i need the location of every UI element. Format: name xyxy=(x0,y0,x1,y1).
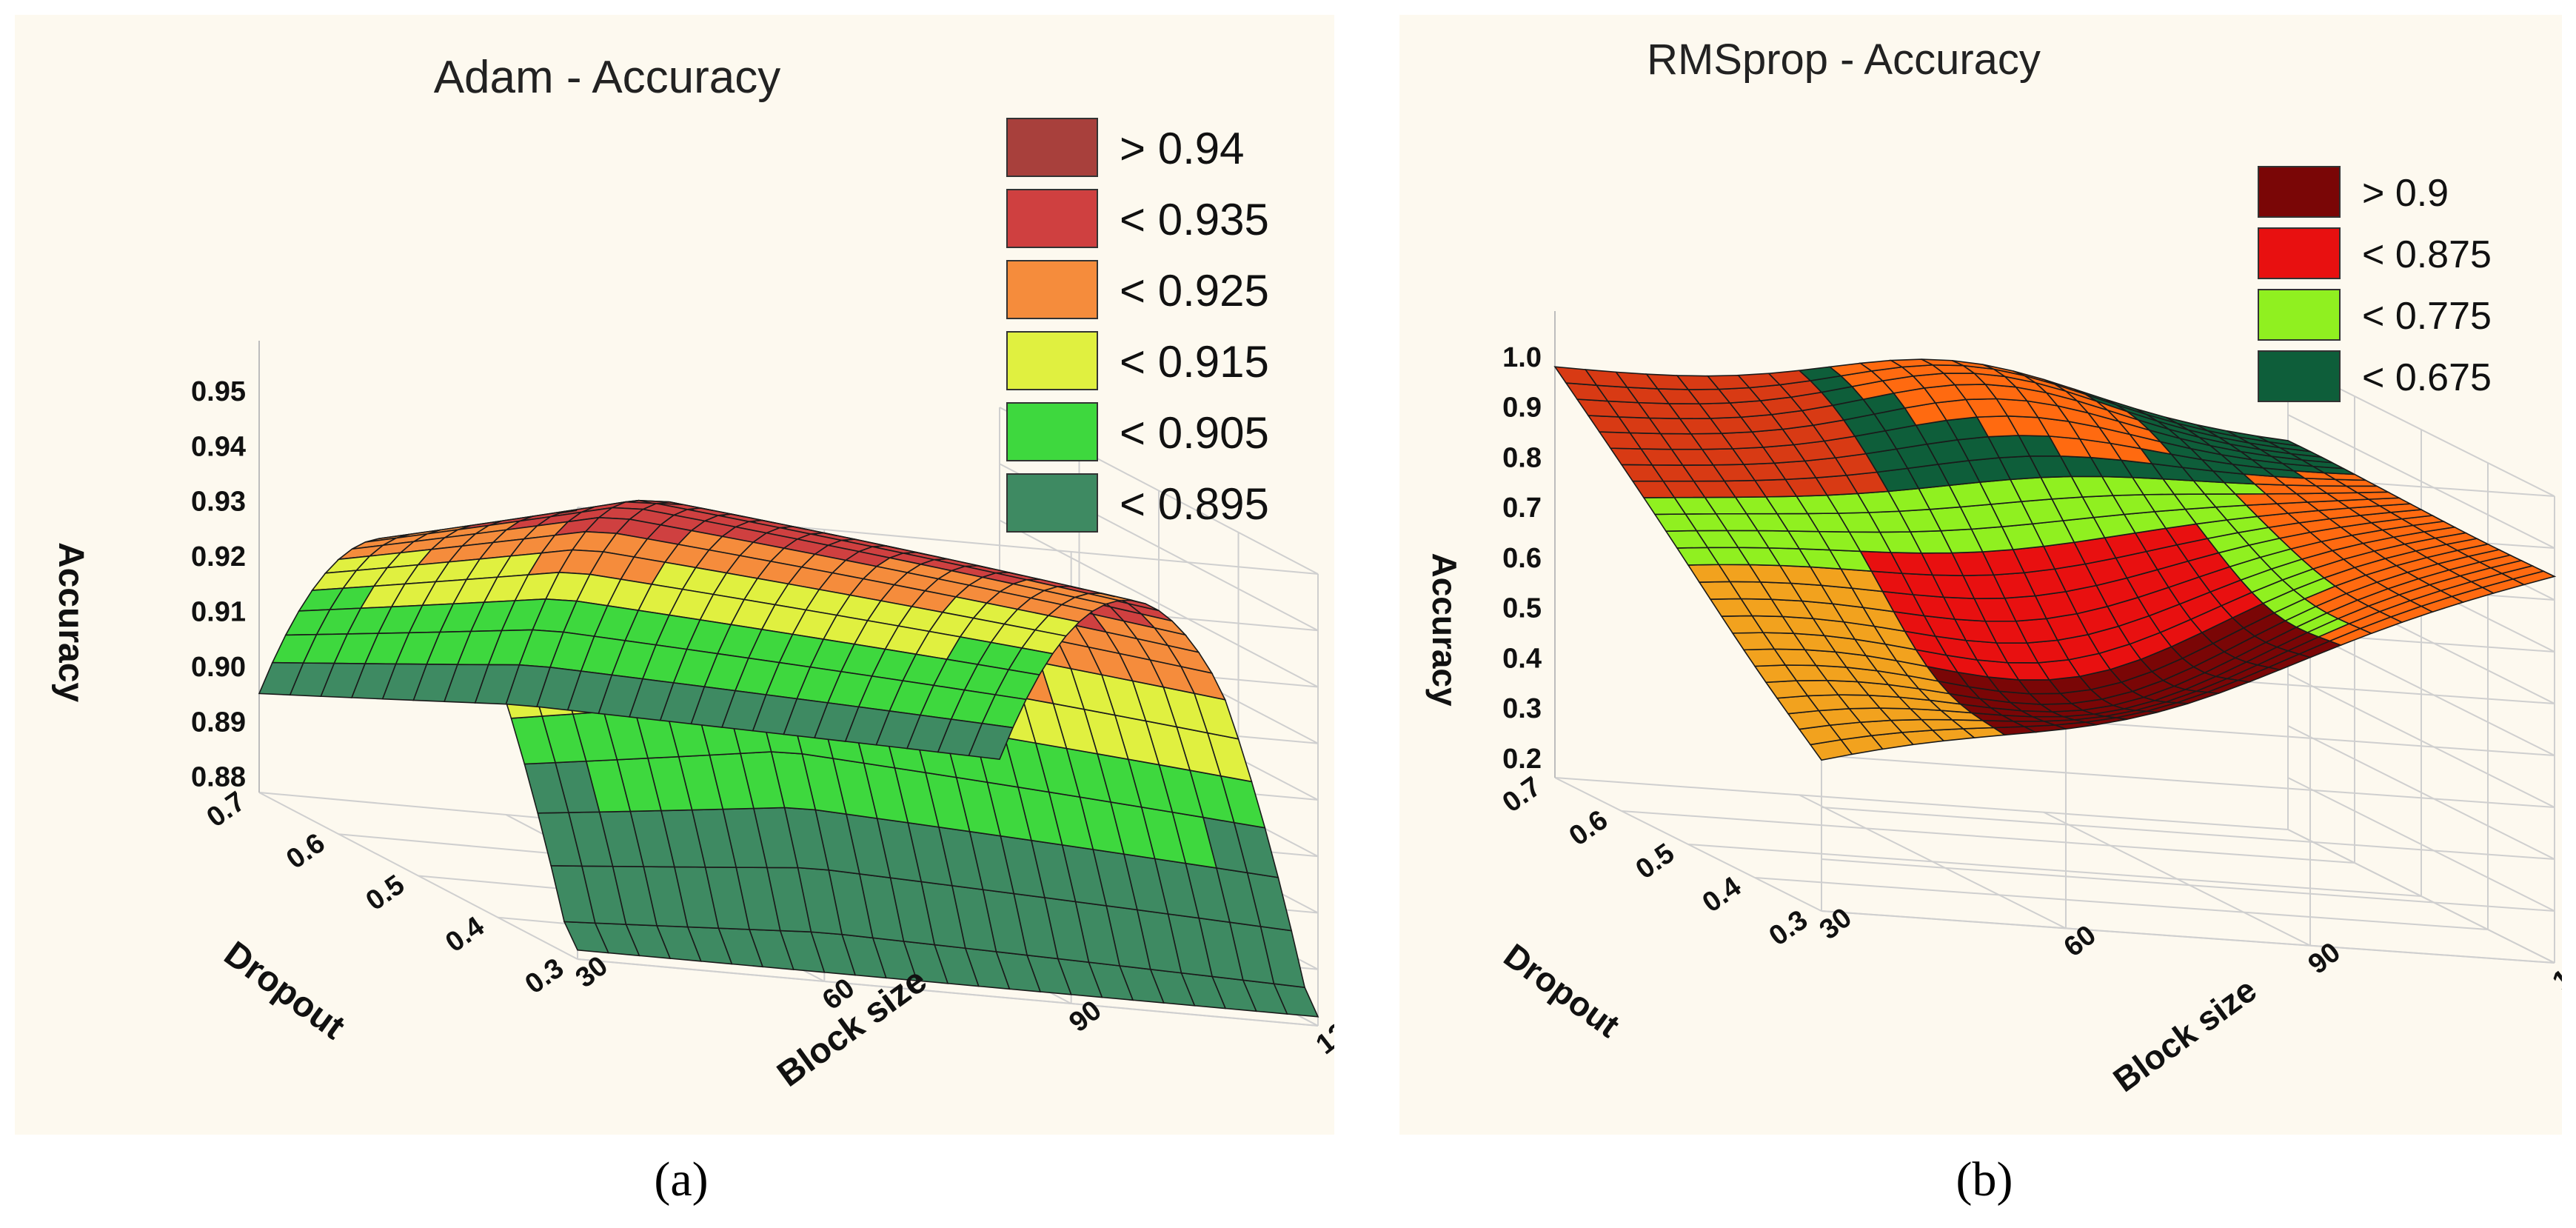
adam-z-tick-label: 0.95 xyxy=(191,376,246,407)
rmsprop-y-axis-label: Block size xyxy=(2106,970,2264,1099)
adam-legend-swatch xyxy=(1006,118,1098,177)
rmsprop-z-tick-label: 0.7 xyxy=(1502,493,1542,524)
rmsprop-z-tick-label: 0.3 xyxy=(1502,693,1542,724)
rmsprop-legend-label: > 0.9 xyxy=(2362,172,2449,215)
adam-legend-label: < 0.895 xyxy=(1120,479,1269,529)
adam-x-tick-label: 0.4 xyxy=(440,911,489,959)
rmsprop-legend-swatch xyxy=(2258,166,2341,218)
rmsprop-y-tick-label: 90 xyxy=(2303,937,2346,981)
rmsprop-legend-label: < 0.775 xyxy=(2362,295,2492,338)
adam-x-tick-label: 0.3 xyxy=(520,952,569,1001)
rmsprop-floor-grid-line xyxy=(1554,777,2289,830)
rmsprop-legend: > 0.9 < 0.875 < 0.775 < 0.675 xyxy=(2258,166,2492,402)
rmsprop-legend-label: < 0.875 xyxy=(2362,233,2492,276)
caption-a: (a) xyxy=(654,1152,709,1207)
adam-legend-swatch xyxy=(1006,260,1098,319)
adam-legend-swatch xyxy=(1006,402,1098,461)
adam-surface-cell xyxy=(258,661,304,696)
chart-adam-svg: Adam - Accuracy 0.88 0.89 0.90 0.91 0.92 0.93 0… xyxy=(51,52,1334,1095)
rmsprop-x-tick-label: 0.4 xyxy=(1697,871,1747,919)
rmsprop-legend-label: < 0.675 xyxy=(2362,356,2492,399)
rmsprop-floor-grid-line xyxy=(1754,877,2489,930)
adam-y-axis-label: Block size xyxy=(770,961,934,1095)
rmsprop-legend-swatch xyxy=(2258,289,2341,341)
rmsprop-x-tick-label: 0.3 xyxy=(1764,904,1813,952)
rmsprop-floor-grid-line xyxy=(1621,810,2355,864)
adam-z-tick-label: 0.92 xyxy=(191,541,246,573)
chart-panel-adam: Adam - Accuracy 0.88 0.89 0.90 0.91 0.92 0.93 0… xyxy=(15,15,1334,1135)
rmsprop-y-tick-label: 60 xyxy=(2058,919,2102,963)
adam-z-tick-label: 0.94 xyxy=(191,431,246,462)
rmsprop-z-tick-label: 0.2 xyxy=(1502,744,1542,775)
rmsprop-x-axis-label: Dropout xyxy=(1497,935,1627,1044)
adam-plot xyxy=(258,341,1319,1027)
rmsprop-z-tick-label: 0.4 xyxy=(1502,643,1542,674)
rmsprop-x-tick-label: 0.7 xyxy=(1497,771,1547,819)
rmsprop-wall-grid-line xyxy=(1821,829,2555,964)
adam-legend-label: < 0.935 xyxy=(1120,195,1269,244)
adam-y-tick-label: 90 xyxy=(1063,995,1107,1038)
adam-x-tick-label: 0.5 xyxy=(361,869,410,917)
adam-legend-label: > 0.94 xyxy=(1120,124,1245,173)
adam-y-tick-label: 30 xyxy=(570,950,614,994)
adam-legend-label: < 0.905 xyxy=(1120,408,1269,458)
rmsprop-floor-grid-line xyxy=(2287,829,2555,964)
rmsprop-z-tick-label: 1.0 xyxy=(1502,342,1542,373)
rmsprop-floor-grid-line xyxy=(1821,910,2555,964)
rmsprop-floor-grid-line xyxy=(1554,777,1822,912)
rmsprop-z-axis-label: Accuracy xyxy=(1425,553,1464,707)
rmsprop-z-tick-label: 0.5 xyxy=(1502,593,1542,624)
rmsprop-z-tick-label: 0.6 xyxy=(1502,543,1542,574)
rmsprop-legend-swatch xyxy=(2258,227,2341,279)
rmsprop-y-tick-label: 30 xyxy=(1814,902,1858,946)
rmsprop-plot xyxy=(1553,311,2557,964)
rmsprop-surface-cell xyxy=(1553,366,1598,387)
caption-b: (b) xyxy=(1956,1152,2013,1207)
adam-legend-swatch xyxy=(1006,331,1098,390)
adam-floor-grid-line xyxy=(258,792,578,960)
chart-panel-rmsprop: RMSprop - Accuracy 0.2 0.3 0.4 0.5 0.6 0.7 0.8 0… xyxy=(1399,15,2562,1135)
rmsprop-floor-grid-line xyxy=(1687,844,2422,897)
adam-surface xyxy=(258,499,1319,1018)
adam-legend: > 0.94 < 0.935 < 0.925 < 0.915 < 0.905 < 0.89… xyxy=(1006,118,1269,533)
rmsprop-surface xyxy=(1553,358,2557,761)
adam-floor-grid-line xyxy=(577,958,1319,1027)
rmsprop-wall-grid-line xyxy=(1821,777,2555,912)
rmsprop-x-tick-label: 0.6 xyxy=(1564,804,1613,852)
rmsprop-floor-grid-line xyxy=(2043,811,2311,947)
adam-x-tick-label: 0.6 xyxy=(281,827,330,875)
chart-rmsprop-svg: RMSprop - Accuracy 0.2 0.3 0.4 0.5 0.6 0.7 0.8 0… xyxy=(1425,36,2562,1099)
adam-z-tick-label: 0.90 xyxy=(191,652,246,683)
adam-legend-label: < 0.925 xyxy=(1120,266,1269,316)
adam-z-tick-label: 0.88 xyxy=(191,762,246,793)
adam-z-axis-label: Accuracy xyxy=(51,542,90,702)
adam-chart-title: Adam - Accuracy xyxy=(434,52,781,103)
adam-z-tick-label: 0.91 xyxy=(191,597,246,628)
rmsprop-legend-swatch xyxy=(2258,350,2341,402)
adam-z-tick-label: 0.89 xyxy=(191,707,246,738)
adam-legend-swatch xyxy=(1006,473,1098,533)
rmsprop-wall-grid-line xyxy=(1821,725,2555,860)
rmsprop-floor-grid-line xyxy=(1799,794,2067,930)
rmsprop-x-tick-label: 0.5 xyxy=(1630,838,1680,886)
rmsprop-z-tick-label: 0.8 xyxy=(1502,442,1542,473)
adam-z-tick-label: 0.93 xyxy=(191,487,246,518)
rmsprop-z-tick-label: 0.9 xyxy=(1502,393,1542,424)
adam-legend-swatch xyxy=(1006,189,1098,248)
adam-legend-label: < 0.915 xyxy=(1120,337,1269,387)
rmsprop-chart-title: RMSprop - Accuracy xyxy=(1647,36,2041,84)
adam-x-axis-label: Dropout xyxy=(217,934,352,1047)
